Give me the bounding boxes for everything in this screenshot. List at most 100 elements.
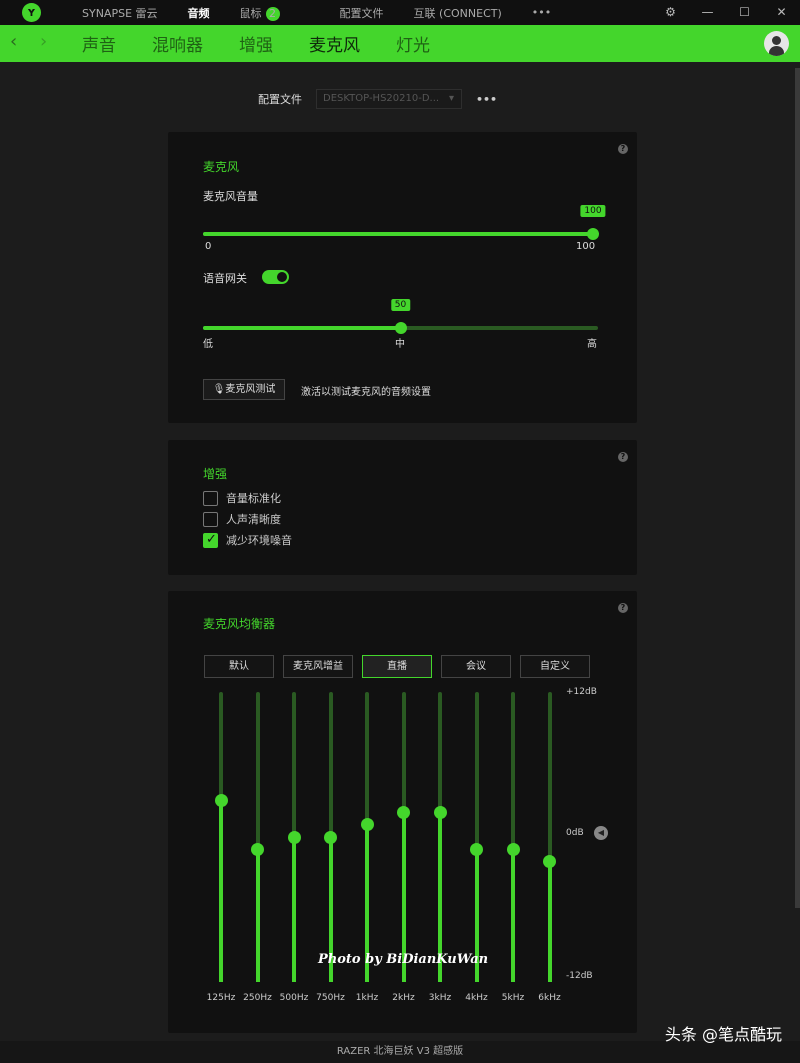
eq-band-fill [511,849,515,982]
help-icon[interactable]: ? [618,452,628,462]
eq-band-knob[interactable] [360,818,374,832]
eq-reset-icon[interactable]: ◀ [594,826,608,840]
photo-credit: Photo by BiDianKuWan [318,952,489,967]
profile-select[interactable]: DESKTOP-HS20210-D... [316,89,462,109]
tab-synapse[interactable]: SYNAPSE 雷云 [82,6,158,20]
back-icon[interactable]: ‹ [10,31,18,52]
more-icon[interactable]: ••• [531,6,552,19]
razer-logo-icon: ʏ [22,3,41,22]
eq-preset-button[interactable]: 会议 [441,655,511,678]
eq-title: 麦克风均衡器 [203,617,276,631]
avatar[interactable] [764,31,789,56]
scrollbar[interactable] [795,68,800,908]
eq-band-fill [365,824,369,982]
gate-high: 高 [587,339,597,350]
gate-label: 语音网关 [203,272,247,285]
eq-preset-button[interactable]: 默认 [204,655,274,678]
tab-lighting[interactable]: 灯光 [396,36,430,56]
sub-nav: ‹ › 声音 混响器 增强 麦克风 灯光 [0,25,800,62]
tab-enhance[interactable]: 增强 [239,36,273,56]
maximize-icon[interactable]: ☐ [739,5,750,19]
eq-band-knob[interactable] [397,806,410,820]
eq-band-label: 5kHz [501,993,525,1003]
gate-slider[interactable]: 50 [203,299,598,334]
top-nav: SYNAPSE 雷云 音频 鼠标 2 配置文件 互联 (CONNECT) ••• [82,0,581,25]
eq-band-label: 125Hz [206,993,236,1003]
eq-top-label: +12dB [566,687,597,697]
eq-band-fill [401,812,406,982]
eq-preset-button[interactable]: 自定义 [520,655,590,678]
eq-band-slider[interactable] [324,692,337,982]
eq-band-label: 250Hz [243,993,272,1003]
eq-bottom-label: -12dB [566,971,593,981]
eq-band-slider[interactable] [397,692,410,982]
tab-mouse[interactable]: 鼠标 2 [240,5,310,21]
forward-icon[interactable]: › [40,31,48,52]
checkbox-item[interactable]: 音量标准化 [203,490,281,506]
checkbox-item[interactable]: 减少环境噪音 [203,532,292,548]
eq-band-fill [547,861,552,982]
tab-connect[interactable]: 互联 (CONNECT) [413,6,502,20]
gate-value: 50 [390,299,411,311]
volume-value: 100 [580,205,606,217]
eq-preset-button[interactable]: 麦克风增益 [283,655,353,678]
eq-band-slider[interactable] [433,692,447,982]
settings-icon[interactable]: ⚙ [665,5,676,19]
eq-band-knob[interactable] [543,854,556,868]
checkbox-label: 减少环境噪音 [226,534,292,547]
tab-audio[interactable]: 音频 [187,6,210,20]
profile-more-icon[interactable]: ••• [476,92,498,106]
eq-band-label: 750Hz [316,993,345,1003]
eq-band-slider[interactable] [251,692,264,982]
eq-band-fill [292,837,296,982]
tab-sound[interactable]: 声音 [82,36,116,56]
checkbox-label: 音量标准化 [226,492,281,505]
eq-band-knob[interactable] [287,830,301,844]
eq-band-slider[interactable] [543,692,556,982]
enhance-card: ? 增强 音量标准化人声清晰度减少环境噪音 [168,440,637,575]
volume-slider[interactable]: 100 [203,205,606,240]
mic-title: 麦克风 [203,160,240,174]
close-icon[interactable]: ✕ [776,5,787,19]
checkbox-item[interactable]: 人声清晰度 [203,511,281,527]
eq-band-knob[interactable] [324,830,337,844]
minimize-icon[interactable]: — [701,5,714,19]
eq-band-fill [474,849,479,982]
eq-band-knob[interactable] [470,842,483,856]
help-icon[interactable]: ? [618,603,628,613]
eq-band-fill [255,849,260,982]
eq-band-knob[interactable] [214,794,228,808]
eq-band-fill [438,812,442,982]
mic-test-button[interactable]: 🎙麦克风测试 [203,379,285,400]
mic-card: ? 麦克风 麦克风音量 100 0 100 语音网关 50 低 中 高 🎙麦克风… [168,132,637,423]
title-bar: ʏ SYNAPSE 雷云 音频 鼠标 2 配置文件 互联 (CONNECT) ••… [0,0,800,25]
volume-knob[interactable] [587,228,599,240]
enhance-title: 增强 [203,467,228,481]
tab-mic[interactable]: 麦克风 [309,36,360,56]
eq-band-label: 3kHz [428,993,452,1003]
mic-test-label: 麦克风测试 [225,384,276,395]
eq-band-slider[interactable] [470,692,483,982]
eq-band-knob[interactable] [433,806,447,820]
gate-knob[interactable] [394,322,407,334]
checkbox[interactable] [203,511,218,527]
eq-card: ? 麦克风均衡器 默认 麦克风增益 直播 会议 自定义 125Hz 250Hz 500Hz 7… [168,591,637,1033]
eq-band-slider[interactable] [214,692,228,982]
checkbox[interactable] [203,490,218,506]
help-icon[interactable]: ? [618,144,628,154]
eq-band-slider[interactable] [506,692,520,982]
gate-toggle[interactable] [262,270,289,284]
tab-mixer[interactable]: 混响器 [152,36,203,56]
eq-band-knob[interactable] [251,842,264,856]
mic-icon: 🎙 [212,384,226,395]
eq-band-knob[interactable] [506,842,520,856]
tab-mouse-label: 鼠标 [239,6,262,20]
checkbox-label: 人声清晰度 [226,513,281,526]
eq-band-slider[interactable] [287,692,301,982]
gate-low: 低 [203,339,213,350]
mouse-badge: 2 [265,6,280,21]
eq-preset-button[interactable]: 直播 [362,655,432,678]
eq-band-slider[interactable] [360,692,374,982]
tab-profiles[interactable]: 配置文件 [339,6,384,20]
checkbox[interactable] [203,532,218,548]
